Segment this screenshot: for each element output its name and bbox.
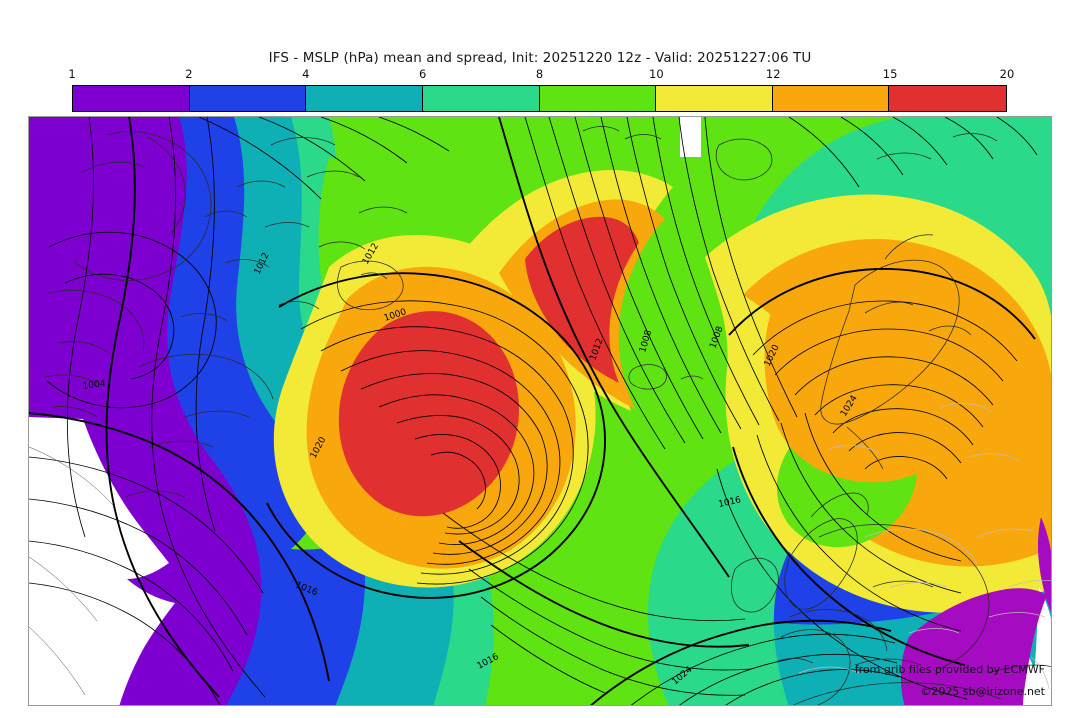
- svg-text:1004: 1004: [82, 379, 106, 392]
- colorbar-segment-12-15: [772, 86, 890, 111]
- spread-band-15-20-ne: [525, 216, 639, 383]
- colorbar-tick-12: 12: [765, 67, 781, 81]
- colorbar-segment-6-8: [422, 86, 540, 111]
- colorbar-segment-10-12: [656, 86, 773, 111]
- colorbar-tick-15: 15: [882, 67, 898, 81]
- colorbar-tick-4: 4: [302, 67, 310, 81]
- colorbar-gradient: [72, 85, 1007, 112]
- weather-map[interactable]: 1000 1004 1008 1008 1012 1012 1012 1016 …: [28, 116, 1052, 706]
- colorbar-segment-15-20: [889, 86, 1006, 111]
- credit-line-1: from grib files provided by ECMWF: [855, 663, 1045, 676]
- colorbar-segment-2-4: [189, 86, 307, 111]
- colorbar-tick-labels: 1 2 4 6 8 10 12 15 20: [68, 67, 1014, 83]
- page-title: IFS - MSLP (hPa) mean and spread, Init: …: [268, 50, 812, 66]
- no-data-southwest: [29, 417, 175, 705]
- colorbar-segment-4-6: [306, 86, 423, 111]
- map-canvas: 1000 1004 1008 1008 1012 1012 1012 1016 …: [29, 117, 1051, 705]
- svg-text:1016: 1016: [718, 495, 743, 510]
- no-data-top-notch: [680, 117, 701, 157]
- no-data-se-corner: [1031, 587, 1051, 705]
- colorbar-tick-8: 8: [535, 67, 544, 81]
- colorbar: 1 2 4 6 8 10 12 15 20: [68, 67, 1014, 112]
- spread-band-15-20-main: [338, 311, 519, 517]
- no-data-areas: [29, 117, 1051, 705]
- spread-band-1-2-southeast: [900, 517, 1051, 705]
- coastlines: [29, 126, 1051, 705]
- isobar-contours: [29, 117, 1038, 705]
- colorbar-tick-20: 20: [999, 67, 1015, 81]
- colorbar-segment-8-10: [539, 86, 657, 111]
- colorbar-segment-1-2: [73, 86, 190, 111]
- colorbar-tick-2: 2: [185, 67, 193, 81]
- colorbar-tick-10: 10: [649, 67, 664, 81]
- credit-line-2: ©2025 sb@irizone.net: [920, 685, 1045, 698]
- colorbar-tick-6: 6: [418, 67, 427, 81]
- colorbar-tick-1: 1: [68, 67, 76, 81]
